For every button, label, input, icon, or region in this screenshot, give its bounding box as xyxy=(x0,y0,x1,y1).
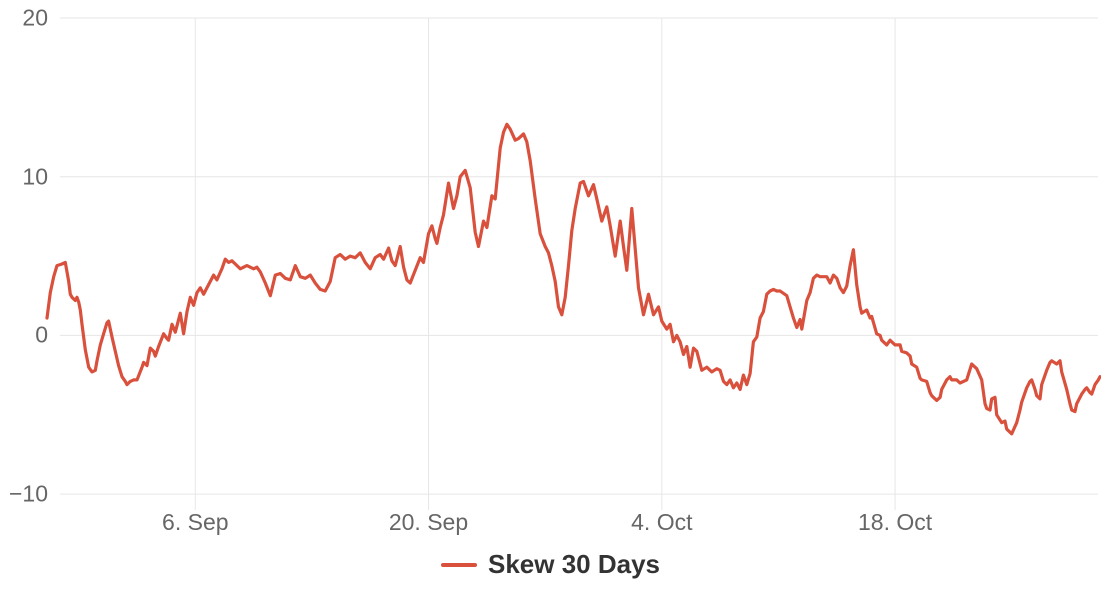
series-line-skew-30-days xyxy=(45,122,1101,436)
y-axis-label: 10 xyxy=(22,163,48,190)
legend-label: Skew 30 Days xyxy=(487,549,660,579)
x-axis-label: 18. Oct xyxy=(858,509,933,535)
y-axis-label: 20 xyxy=(22,4,48,31)
x-axis-label: 6. Sep xyxy=(162,509,229,535)
y-axis-label: 0 xyxy=(35,321,48,348)
x-axis-label: 20. Sep xyxy=(388,509,469,535)
gridlines xyxy=(60,17,1098,510)
y-axis-label: −10 xyxy=(8,480,48,507)
legend-marker-icon xyxy=(440,562,477,567)
x-axis-label: 4. Oct xyxy=(631,509,693,535)
legend-item-skew-30-days[interactable]: Skew 30 Days xyxy=(0,549,1101,580)
